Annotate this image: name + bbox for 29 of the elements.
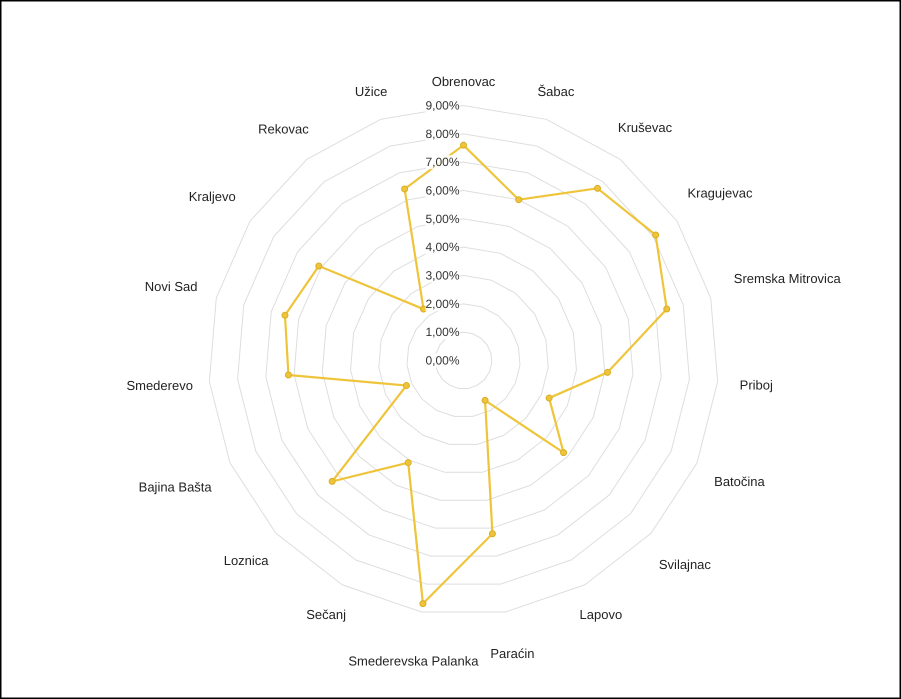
- spoke-label: Bajina Bašta: [138, 479, 212, 494]
- spoke-label: Smederevo: [126, 378, 193, 394]
- spoke-label: Priboj: [740, 377, 774, 392]
- y-tick-label: 1,00%: [425, 325, 460, 340]
- y-tick-label: 3,00%: [425, 268, 460, 282]
- y-tick-label: 8,00%: [425, 126, 460, 141]
- y-tick-label: 9,00%: [425, 98, 460, 112]
- spoke-label: Šabac: [537, 84, 575, 99]
- y-tick-label: 4,00%: [425, 240, 460, 254]
- spoke-label: Loznica: [224, 553, 270, 568]
- spoke-label: Obrenovac: [432, 74, 496, 89]
- spoke-label: Kragujevac: [687, 185, 753, 200]
- spoke-label: Smederevska Palanka: [348, 653, 480, 668]
- spoke-label: Batočina: [714, 474, 766, 490]
- spoke-label: Lapovo: [580, 606, 622, 622]
- y-tick-label: 2,00%: [425, 296, 460, 311]
- spoke-label: Svilajnac: [658, 556, 712, 572]
- y-tick-label: 7,00%: [425, 155, 460, 170]
- y-tick-label: 0,00%: [425, 354, 460, 368]
- spoke-label: Paraćin: [490, 646, 534, 662]
- spoke-label: Užice: [354, 84, 388, 99]
- spoke-label: Rekovac: [258, 122, 310, 137]
- spoke-label: Sremska Mitrovica: [734, 271, 842, 286]
- y-tick-label: 6,00%: [425, 184, 460, 198]
- spoke-label: Kraljevo: [188, 188, 236, 204]
- spoke-label: Sečanj: [306, 606, 346, 622]
- spoke-label: Novi Sad: [144, 278, 198, 294]
- y-tick-label: 5,00%: [425, 212, 460, 226]
- spoke-label: Kruševac: [618, 120, 673, 135]
